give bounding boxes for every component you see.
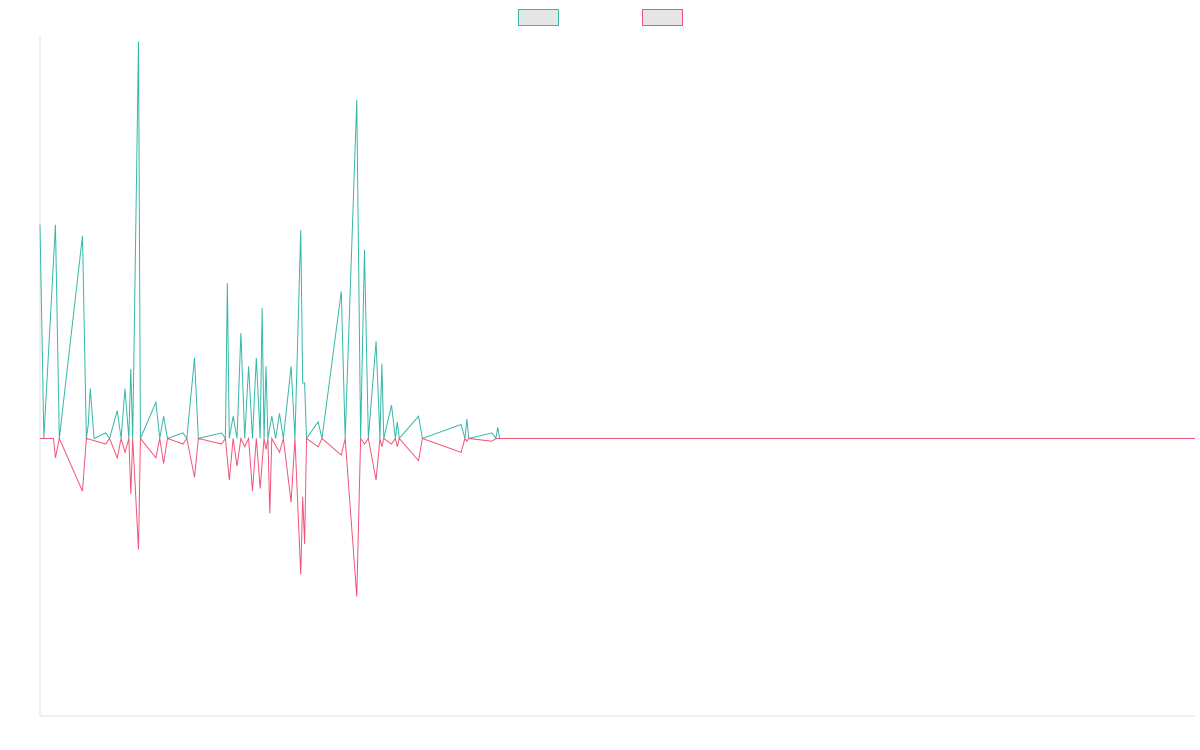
series-line-1 [39, 41, 1195, 441]
legend [518, 9, 683, 26]
plot-area [39, 41, 1195, 597]
series-line-2 [40, 436, 1195, 597]
legend-swatch-1 [518, 9, 559, 26]
legend-swatch-2 [642, 9, 683, 26]
axes [39, 36, 1195, 717]
